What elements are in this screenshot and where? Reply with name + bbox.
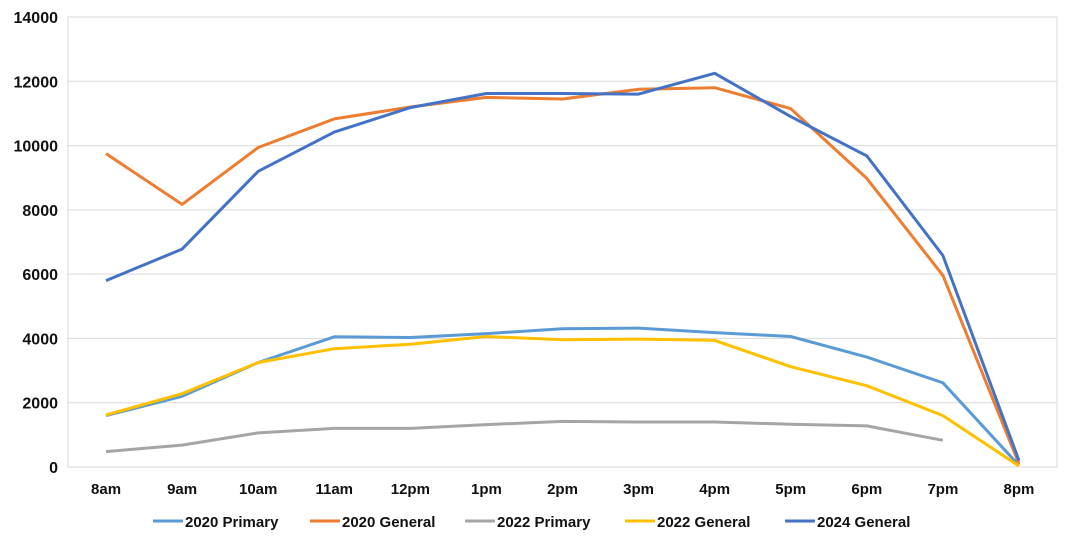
x-tick-label: 8am bbox=[91, 481, 121, 498]
legend-label: 2020 General bbox=[342, 514, 435, 531]
y-tick-label: 12000 bbox=[14, 74, 59, 91]
x-tick-label: 4pm bbox=[699, 481, 730, 498]
legend-label: 2022 Primary bbox=[497, 514, 591, 531]
y-tick-label: 0 bbox=[49, 460, 58, 477]
y-tick-label: 14000 bbox=[14, 10, 59, 27]
y-tick-label: 2000 bbox=[22, 396, 58, 413]
series-line-2020-general bbox=[105, 86, 1021, 465]
y-tick-label: 10000 bbox=[14, 139, 59, 156]
y-tick-label: 4000 bbox=[22, 331, 58, 348]
x-tick-label: 7pm bbox=[927, 481, 958, 498]
y-tick-label: 6000 bbox=[22, 267, 58, 284]
x-tick-label: 6pm bbox=[851, 481, 882, 498]
x-tick-label: 1pm bbox=[471, 481, 502, 498]
legend-label: 2020 Primary bbox=[185, 514, 279, 531]
x-tick-label: 8pm bbox=[1004, 481, 1035, 498]
y-tick-label: 8000 bbox=[22, 203, 58, 220]
x-tick-label: 11am bbox=[315, 481, 353, 498]
series-line-2022-general bbox=[105, 335, 1020, 468]
series-line-2020-primary bbox=[105, 326, 1021, 467]
legend-label: 2024 General bbox=[817, 514, 910, 531]
x-tick-label: 10am bbox=[239, 481, 277, 498]
x-tick-label: 2pm bbox=[547, 481, 578, 498]
series-line-2022-primary bbox=[105, 419, 944, 454]
x-tick-label: 12pm bbox=[391, 481, 430, 498]
x-tick-label: 5pm bbox=[775, 481, 806, 498]
plot-area bbox=[67, 16, 1058, 468]
x-tick-label: 3pm bbox=[623, 481, 654, 498]
legend-label: 2022 General bbox=[657, 514, 750, 531]
x-tick-label: 9am bbox=[167, 481, 197, 498]
